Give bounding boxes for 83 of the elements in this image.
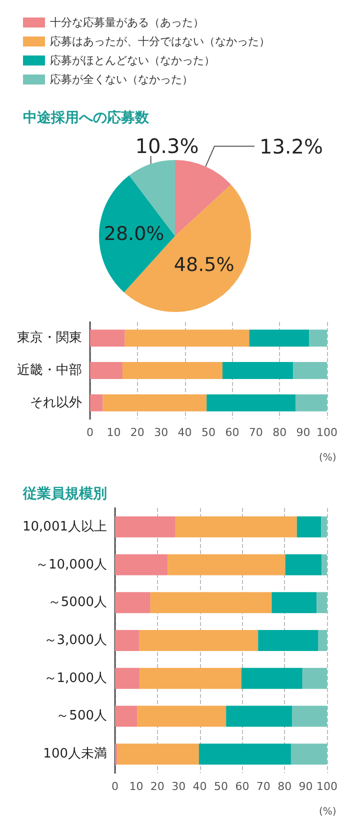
y-tick-label: ～10,000人 <box>36 557 107 572</box>
chart-title: 従業員規模別 <box>22 486 107 502</box>
bar <box>222 362 294 379</box>
x-tick-label: 90 <box>298 780 313 793</box>
data-label: 10.3% <box>135 134 199 158</box>
bar <box>322 554 327 576</box>
x-tick-label: 60 <box>235 780 250 793</box>
bar <box>272 592 317 614</box>
bar <box>137 706 226 727</box>
data-label: 13.2% <box>259 134 324 158</box>
x-axis-title: (%) <box>319 806 336 818</box>
bar <box>140 668 242 689</box>
x-tick-label: 80 <box>272 426 287 439</box>
y-tick-label: ～1,000人 <box>44 670 107 686</box>
x-tick-label: 0 <box>112 780 118 793</box>
legend-label: 応募が全くない（なかった） <box>50 73 193 86</box>
bar <box>241 668 302 689</box>
y-tick-label: ～3,000人 <box>44 633 107 648</box>
bar <box>139 630 258 651</box>
y-tick-label: 近畿・中部 <box>17 363 82 378</box>
x-tick-label: 40 <box>178 426 192 439</box>
bar <box>90 330 125 347</box>
bar <box>293 362 327 379</box>
bar <box>115 592 150 614</box>
x-tick-label: 30 <box>154 426 168 439</box>
bar <box>115 706 138 727</box>
x-tick-label: 80 <box>278 780 292 793</box>
bar <box>115 554 168 576</box>
y-tick-label: 東京・関東 <box>17 330 82 346</box>
bar <box>122 362 222 379</box>
x-tick-label: 70 <box>248 426 263 439</box>
bar <box>318 630 327 651</box>
bar <box>102 394 207 412</box>
bar <box>175 516 297 538</box>
x-tick-label: 70 <box>256 780 270 793</box>
legend-label: 応募がほとんどない（なかった） <box>50 54 215 67</box>
bar <box>309 330 327 347</box>
data-label: 28.0% <box>104 223 164 246</box>
y-tick-label: ～5000人 <box>48 595 107 610</box>
x-tick-label: 20 <box>130 426 144 439</box>
bar <box>321 516 327 538</box>
x-tick-label: 50 <box>214 780 228 793</box>
bar <box>290 744 327 765</box>
x-tick-label: 10 <box>106 426 121 439</box>
bar <box>117 744 199 765</box>
x-tick-label: 60 <box>225 426 240 439</box>
bar <box>150 592 272 614</box>
y-tick-label: それ以外 <box>30 395 82 410</box>
bar <box>90 394 103 412</box>
x-axis-title: (%) <box>319 452 336 464</box>
x-tick-label: 90 <box>296 426 310 439</box>
bar <box>168 554 286 576</box>
bar <box>285 554 322 576</box>
text: 中途採用への応募数 <box>23 109 150 126</box>
x-tick-label: 100 <box>316 426 338 439</box>
x-tick-label: 50 <box>202 426 216 439</box>
bar <box>295 394 327 412</box>
bar <box>302 668 327 689</box>
bar <box>115 516 176 538</box>
x-tick-label: 0 <box>86 426 94 439</box>
data-label: 48.5% <box>174 254 234 276</box>
legend-label: 応募はあったが、十分ではない（なかった） <box>50 35 270 48</box>
bar <box>292 706 327 727</box>
bar <box>198 744 291 765</box>
bar <box>316 592 327 614</box>
bar <box>249 330 310 347</box>
y-tick-label: 100人未満 <box>43 746 107 762</box>
x-tick-label: 20 <box>150 780 164 793</box>
y-tick-label: 10,001人以上 <box>22 519 107 534</box>
bar <box>226 706 292 727</box>
y-tick-label: ～500人 <box>56 708 107 724</box>
bar <box>206 394 296 412</box>
bar <box>296 516 322 538</box>
bar <box>115 630 140 651</box>
bar <box>124 330 250 347</box>
x-tick-label: 30 <box>172 780 186 793</box>
bar <box>258 630 318 651</box>
x-tick-label: 100 <box>316 780 338 793</box>
bar <box>90 362 122 379</box>
x-tick-label: 40 <box>192 780 207 793</box>
bar <box>115 668 140 689</box>
legend-label: 十分な応募量がある（あった） <box>50 16 204 29</box>
x-tick-label: 10 <box>129 780 144 793</box>
